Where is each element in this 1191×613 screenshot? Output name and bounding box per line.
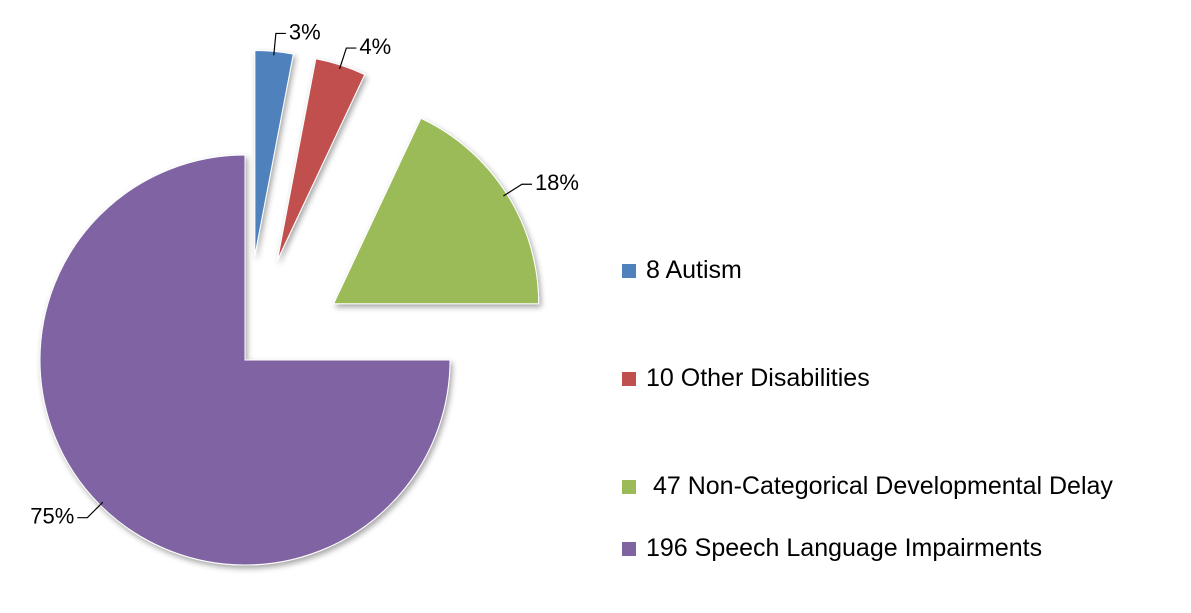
legend-swatch: [622, 480, 636, 494]
legend-item: 47 Non-Categorical Developmental Delay: [622, 466, 1182, 506]
legend-label: 47 Non-Categorical Developmental Delay: [646, 472, 1113, 500]
leader-line: [77, 501, 104, 519]
legend-item: 196 Speech Language Impairments: [622, 528, 1182, 568]
legend-swatch: [622, 542, 636, 556]
data-label: 18%: [535, 170, 579, 195]
legend-swatch: [622, 372, 636, 386]
pie-slice: [332, 117, 540, 305]
leader-line: [273, 32, 286, 56]
legend-item: 10 Other Disabilities: [622, 358, 1182, 398]
legend: 8 Autism 10 Other Disabilities 47 Non-Cat…: [622, 250, 1182, 613]
legend-swatch: [622, 264, 636, 278]
legend-label: 8 Autism: [646, 256, 742, 284]
pie-slice: [276, 58, 366, 261]
leader-line: [503, 183, 532, 197]
leader-line: [338, 47, 357, 70]
legend-item: 8 Autism: [622, 250, 1182, 290]
data-label: 4%: [359, 34, 391, 59]
legend-label: 10 Other Disabilities: [646, 364, 870, 392]
legend-label: 196 Speech Language Impairments: [646, 534, 1043, 562]
data-label: 75%: [30, 503, 74, 528]
data-label: 3%: [289, 19, 321, 44]
